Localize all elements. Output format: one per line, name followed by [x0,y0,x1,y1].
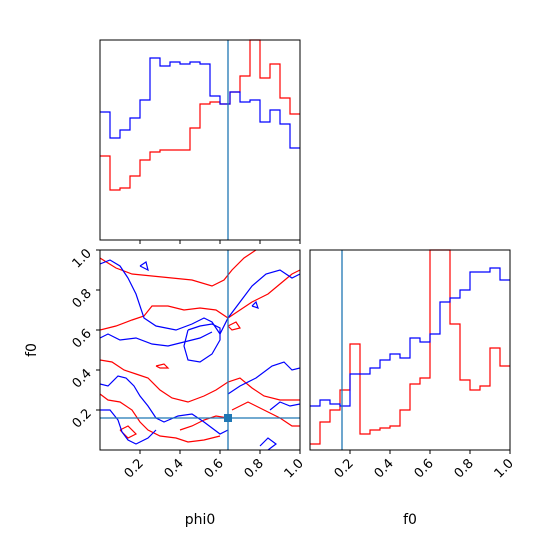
panel-hist-phi0 [99,39,301,244]
contour-blue-line [259,437,277,450]
contour-red-line [100,269,300,331]
hist-f0-tick-label: 0.8 [452,456,477,481]
x-axis-label-phi0: phi0 [185,512,216,528]
contour-x-tick-label: 0.6 [202,456,227,481]
contour-blue-line [100,259,300,336]
contour-y-tick-label: 0.6 [70,326,95,351]
contour-red-line [119,425,138,439]
contour-truth-lines [100,250,300,450]
contour-blue-line [139,261,149,272]
contour-red-line [100,250,257,287]
hist-f0-series [310,249,510,445]
contour-y-tick-label: 0.2 [70,406,95,431]
hist-phi0-ticks [139,240,301,244]
y-axis-label-f0: f0 [24,343,40,357]
contour-x-tick-label: 0.2 [122,456,147,481]
hist-f0-tick-label: 1.0 [492,456,517,481]
x-axis-label-f0: f0 [403,512,417,528]
contour-red-line [155,363,170,369]
hist-f0-tick-label: 0.2 [332,456,357,481]
contour-blue-line [100,409,157,445]
panel-2d-phi0-f0: 0.2 0.4 0.6 0.8 1.0 0.2 0.4 0.6 0.8 1.0 [70,246,307,481]
hist-f0-tick-label: 0.4 [372,456,397,481]
contour-blue-line [269,401,300,411]
hist-f0-red-step [310,249,510,445]
contour-red-line [179,415,229,431]
contour-frame [99,249,301,451]
contour-red-line [100,393,221,443]
hist-f0-frame [309,249,511,451]
hist-phi0-red-step [100,39,300,191]
hist-phi0-frame [99,39,301,241]
contour-y-tick-label: 1.0 [70,246,95,271]
contour-red-line [100,359,300,403]
panel-hist-f0: 0.2 0.4 0.6 0.8 1.0 [309,249,517,481]
contour-y-tick-label: 0.8 [70,286,95,311]
contour-x-ticks: 0.2 0.4 0.6 0.8 1.0 [122,450,307,481]
contour-blue-line [183,323,221,363]
contour-x-tick-label: 0.4 [162,456,187,481]
hist-f0-tick-label: 0.6 [412,456,437,481]
contour-y-tick-label: 0.4 [70,366,95,391]
contour-y-ticks: 0.2 0.4 0.6 0.8 1.0 [70,246,100,431]
hist-phi0-blue-step [100,57,300,149]
contour-red-line [231,401,300,427]
contour-blue-line [100,331,213,347]
hist-f0-x-ticks: 0.2 0.4 0.6 0.8 1.0 [332,450,517,481]
truth-marker [224,414,232,422]
hist-phi0-series [100,39,300,191]
contour-blue-line [227,361,300,395]
contour-x-tick-label: 1.0 [282,456,307,481]
contour-x-tick-label: 0.8 [242,456,267,481]
contour-series [100,250,300,450]
contour-red-line [227,321,241,331]
contour-blue-line [251,300,259,309]
